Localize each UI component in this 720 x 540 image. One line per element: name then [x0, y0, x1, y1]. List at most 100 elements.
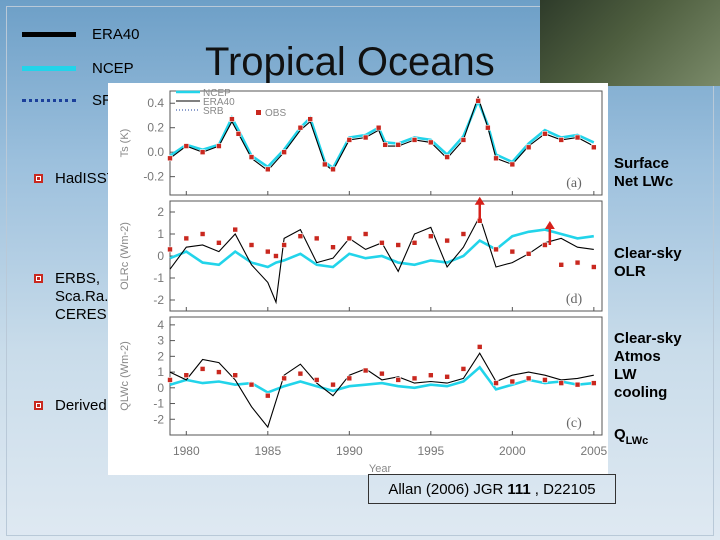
corner-photo [540, 0, 720, 86]
obs-point [265, 392, 271, 399]
legend-item-era40: ERA40 [22, 22, 140, 46]
obs-point [591, 144, 597, 151]
y-tick-label: 1 [157, 227, 164, 241]
y-tick-label: 0 [157, 249, 164, 263]
y-tick-label: 0 [157, 381, 164, 395]
obs-point [485, 124, 491, 131]
obs-point [265, 248, 271, 255]
obs-point [493, 246, 499, 253]
obs-point [574, 134, 581, 141]
obs-point [444, 373, 450, 380]
y-axis-label: QLWc (Wm-2) [119, 341, 131, 410]
obs-point [346, 235, 353, 242]
inset-legend-label: ERA40 [203, 97, 235, 108]
obs-point [428, 233, 434, 239]
obs-item-hadisst: HadISST [34, 170, 116, 188]
obs-point [322, 161, 328, 168]
obs-marker-icon [34, 401, 43, 410]
slide-frame [6, 6, 714, 536]
y-tick-label: 0.0 [147, 145, 164, 159]
obs-point [273, 253, 279, 259]
chart-background [108, 83, 608, 475]
obs-point [411, 240, 418, 246]
y-tick-label: 0.4 [147, 96, 164, 110]
trend-arrow-head [544, 221, 555, 229]
obs-label-erbs: ERBS, Sca.Ra.B, CERES [55, 270, 123, 323]
obs-point [591, 264, 597, 270]
obs-point [248, 242, 255, 248]
obs-point [199, 231, 206, 237]
x-tick-label: 1995 [417, 444, 444, 458]
obs-point [281, 242, 287, 248]
obs-point [183, 235, 190, 242]
obs-point [460, 137, 467, 143]
slide-title: Tropical Oceans [205, 40, 495, 84]
obs-point [216, 240, 222, 246]
legend-label-era40: ERA40 [92, 25, 140, 43]
obs-point [281, 149, 287, 155]
obs-point [509, 161, 516, 168]
obs-point [297, 233, 304, 239]
obs-point [313, 377, 320, 383]
x-tick-label: 2005 [580, 444, 607, 458]
inset-legend-label: SRB [203, 106, 224, 117]
obs-marker-icon [34, 174, 43, 183]
obs-point [167, 246, 173, 253]
x-tick-label: 1985 [254, 444, 281, 458]
series-line-era40 [169, 352, 594, 429]
obs-point [330, 381, 336, 388]
obs-point [574, 259, 581, 266]
y-tick-label: 4 [157, 318, 164, 332]
obs-point [281, 375, 287, 382]
obs-point [232, 372, 239, 379]
obs-point [395, 242, 402, 248]
obs-point [216, 369, 222, 375]
obs-label-hadisst: HadISST [55, 170, 116, 187]
obs-point [199, 149, 206, 155]
obs-point [229, 116, 235, 122]
obs-point [375, 124, 382, 131]
label-qlwc-main: Q [614, 426, 626, 443]
citation-text: Allan (2006) JGR [388, 480, 504, 498]
obs-point [542, 242, 548, 248]
obs-point [460, 231, 467, 237]
obs-marker-icon [34, 274, 43, 283]
obs-point [428, 372, 434, 379]
y-tick-label: 2 [157, 205, 164, 219]
obs-point [330, 166, 336, 173]
y-tick-label: -2 [153, 293, 164, 307]
y-axis-label: Ts (K) [119, 129, 131, 158]
obs-point [248, 154, 255, 160]
obs-point [183, 372, 190, 379]
label-clear-sky-olr: Clear-sky OLR [614, 245, 682, 280]
label-clear-sky-cooling: Clear-sky Atmos LW cooling [614, 330, 682, 401]
obs-point [509, 378, 516, 385]
obs-point [558, 380, 565, 386]
obs-point [362, 367, 369, 374]
obs-label-derived: Derived [55, 397, 107, 414]
obs-point [493, 380, 499, 386]
obs-point [558, 137, 565, 143]
panel-frame-2 [169, 316, 603, 436]
legend-item-ncep: NCEP [22, 56, 134, 80]
obs-point [307, 116, 313, 122]
obs-point [525, 375, 532, 382]
obs-point [330, 244, 336, 250]
label-qlwc: QLWc [614, 426, 648, 447]
y-tick-label: 0.2 [147, 121, 164, 135]
trend-arrow-head [474, 196, 485, 205]
obs-point [235, 131, 242, 137]
obs-point [444, 154, 450, 160]
obs-point [362, 134, 369, 141]
obs-point [542, 131, 548, 137]
y-tick-label: 3 [157, 334, 164, 348]
citation-volume: 111 [507, 480, 531, 498]
obs-point [411, 137, 418, 143]
inset-legend-label: OBS [265, 108, 286, 119]
y-tick-label: 2 [157, 349, 164, 363]
obs-item-erbs: ERBS, Sca.Ra.B, CERES [34, 270, 123, 324]
obs-item-derived: Derived [34, 397, 107, 415]
obs-point [382, 142, 388, 148]
obs-point [297, 370, 304, 377]
